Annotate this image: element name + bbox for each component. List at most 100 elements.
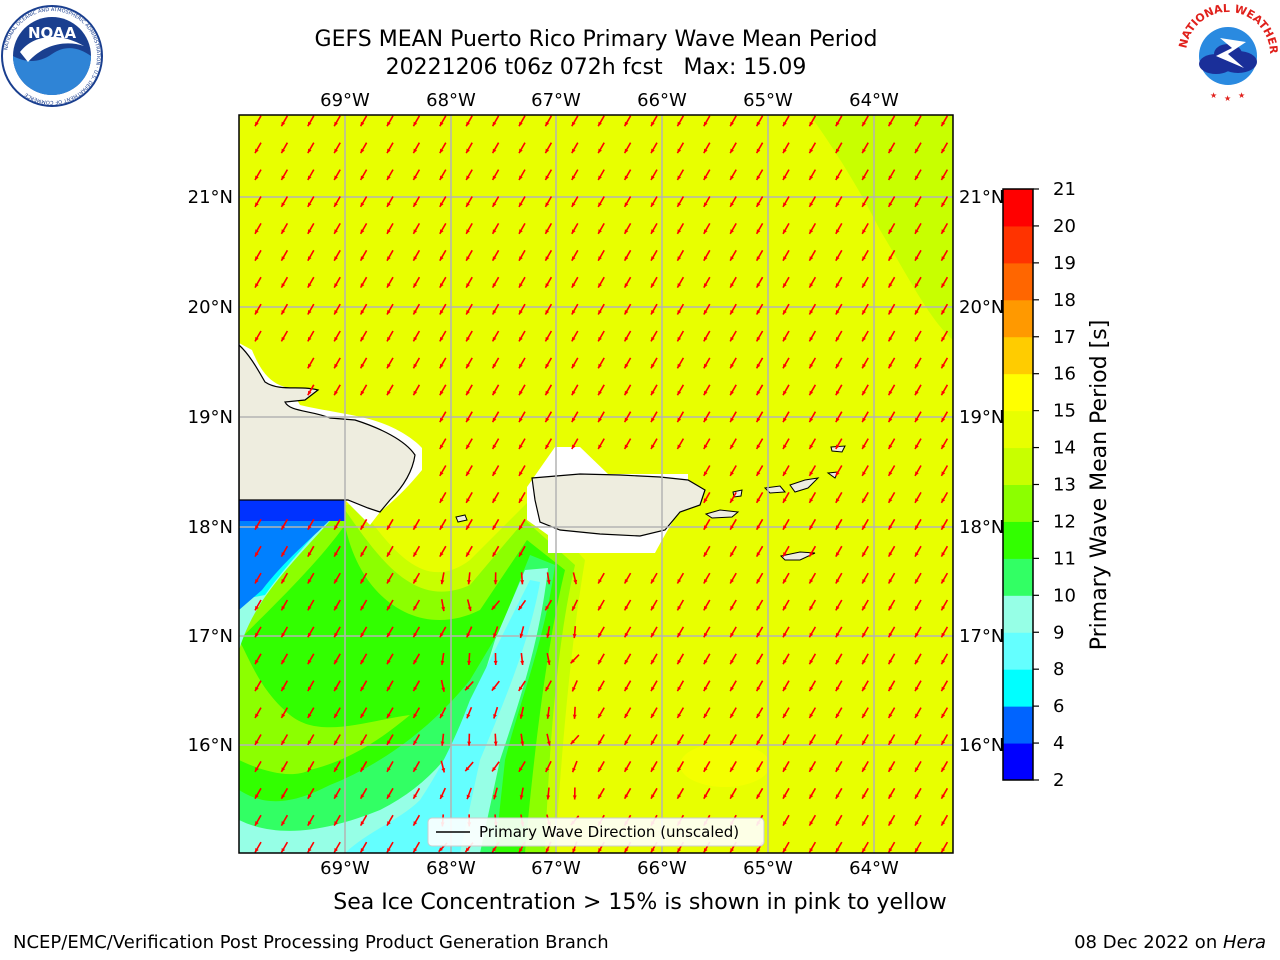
wave-arrow [333,572,341,584]
wave-arrow [940,653,949,665]
wave-arrow [491,518,500,531]
wave-arrow [467,652,472,666]
wave-arrow [861,249,869,262]
colorbar-segment [1003,262,1033,301]
colorbar-tick-label: 6 [1053,696,1064,717]
wave-arrow [887,626,896,638]
wave-arrow [755,518,764,531]
wave-arrow [254,653,262,665]
wave-arrow [623,653,632,665]
wave-arrow [703,142,711,154]
wave-arrow [518,357,526,369]
wave-arrow [439,787,447,800]
wave-arrow [676,572,685,584]
wave-arrow [782,196,790,208]
wave-arrow [914,545,922,557]
wave-arrow [887,841,896,853]
wave-arrow [650,787,658,800]
wave-arrow [835,841,843,853]
wave-arrow [887,761,896,773]
colorbar-segment [1003,521,1033,559]
wave-arrow [887,169,896,181]
wave-arrow [386,357,394,369]
wave-arrow [412,169,421,181]
wave-arrow [333,626,341,638]
wave-arrow [359,787,368,800]
wave-arrow [940,115,949,127]
wave-arrow [280,330,289,342]
wave-arrow [650,196,658,208]
wave-arrow [465,223,473,235]
wave-arrow [676,357,685,369]
wave-arrow [571,249,579,262]
wave-arrow [359,707,368,719]
wave-arrow [861,734,869,746]
wave-arrow [676,787,685,800]
wave-arrow [359,196,368,208]
wave-arrow [676,169,685,181]
wave-arrow [835,680,843,692]
wave-arrow [887,249,896,262]
wave-arrow [887,196,896,208]
wave-arrow [835,169,843,181]
graticule [239,115,953,853]
wave-arrow [333,814,341,826]
wave-arrow [676,249,685,262]
wave-arrow [491,330,500,342]
lat-tick-right-label: 16°N [959,735,1004,756]
wave-arrow [940,680,949,692]
colorbar-segment [1003,706,1033,744]
wave-arrow [623,599,632,611]
wave-arrow [914,303,922,315]
wave-arrow [440,599,446,612]
wave-arrow [729,626,737,638]
wave-arrow [650,761,658,773]
wave-arrow [835,787,843,800]
wave-arrow [623,761,632,773]
wave-arrow [572,626,577,639]
wave-arrow [491,276,500,288]
wave-arrow [386,249,394,262]
wave-arrow [597,357,605,369]
wave-arrow [729,223,737,235]
wave-arrow [703,787,711,800]
wave-arrow [493,572,498,585]
wave-arrow [729,492,737,504]
wave-arrow [835,761,843,773]
wave-arrow [861,303,869,315]
wave-arrow [386,518,394,531]
wave-arrow [359,814,368,826]
wave-arrow [518,303,526,315]
wave-arrow [914,249,922,262]
wave-arrow [808,841,817,853]
wave-arrow [359,330,368,342]
wave-arrow [782,572,790,584]
wave-arrow [491,465,500,477]
wave-arrow [254,599,262,611]
wave-arrow [650,330,658,342]
wave-arrow [439,330,447,342]
wave-arrow [597,626,605,638]
wave-arrow [703,572,711,584]
wave-arrow [940,761,949,773]
wave-arrow [940,572,949,584]
nws-logo: NATIONAL WEATHER SERVICE ★ ★ ★ [1176,2,1280,104]
wave-arrow [782,841,790,853]
wave-arrow [835,545,843,557]
wave-arrow [571,276,579,288]
wave-arrow [465,545,473,557]
wave-arrow [518,545,526,557]
wave-arrow [782,599,790,611]
wave-arrow [623,115,632,127]
wave-arrow [518,330,526,342]
wave-arrow [835,734,843,746]
vieques-island [704,509,740,519]
wave-arrow [623,196,632,208]
wave-arrow [887,411,896,423]
wave-arrow [623,276,632,288]
wave-arrow [835,518,843,531]
wave-arrow [440,760,446,773]
wave-arrow [729,169,737,181]
wave-arrow [412,814,421,826]
wave-arrow [571,115,579,127]
